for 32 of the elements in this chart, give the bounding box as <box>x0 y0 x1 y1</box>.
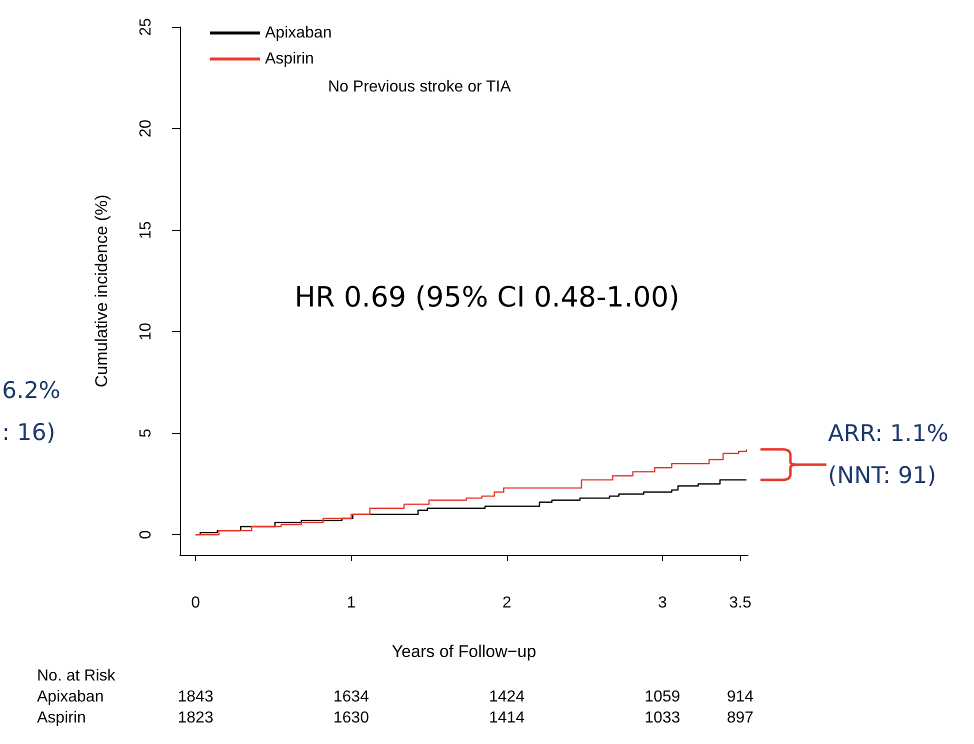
x-tick-label: 0 <box>191 594 200 612</box>
text: No. at Risk <box>37 668 116 684</box>
text: 1630 <box>333 710 370 726</box>
legend-label: Aspirin <box>265 50 314 68</box>
text: 1823 <box>178 710 214 726</box>
y-tick-label: 15 <box>138 221 154 239</box>
x-tick-label: 3.5 <box>729 594 752 612</box>
text: 1634 <box>333 688 370 706</box>
text: 1059 <box>644 688 680 706</box>
x-tick-label: 3 <box>658 594 667 612</box>
y-tick-label: 5 <box>138 428 154 438</box>
text: 6.2% : 16) <box>2 378 60 446</box>
annotation: No Previous stroke or TIA <box>328 78 512 96</box>
y-tick-label: 20 <box>138 120 154 138</box>
x-axis-title: Years of Follow−up <box>392 642 536 661</box>
text: 914 <box>726 688 754 706</box>
text: ARR: 1.1% (NNT: 91) <box>828 421 948 489</box>
y-tick-label: 10 <box>138 322 154 341</box>
text: 1424 <box>489 688 525 706</box>
text: 1843 <box>178 688 214 706</box>
y-tick-label: 0 <box>138 530 154 540</box>
y-tick-label: 25 <box>138 18 154 36</box>
annotation: HR 0.69 (95% CI 0.48-1.00) <box>294 280 680 314</box>
legend-label: Apixaban <box>265 24 332 42</box>
text: 1033 <box>644 710 680 726</box>
text: Aspirin <box>37 710 86 726</box>
x-tick-label: 1 <box>346 594 356 612</box>
y-axis-title: Cumulative incidence (%) <box>92 194 111 388</box>
text: 897 <box>726 710 754 726</box>
x-tick-label: 2 <box>502 594 512 612</box>
text: 1414 <box>489 710 525 726</box>
text: Apixaban <box>37 688 104 706</box>
